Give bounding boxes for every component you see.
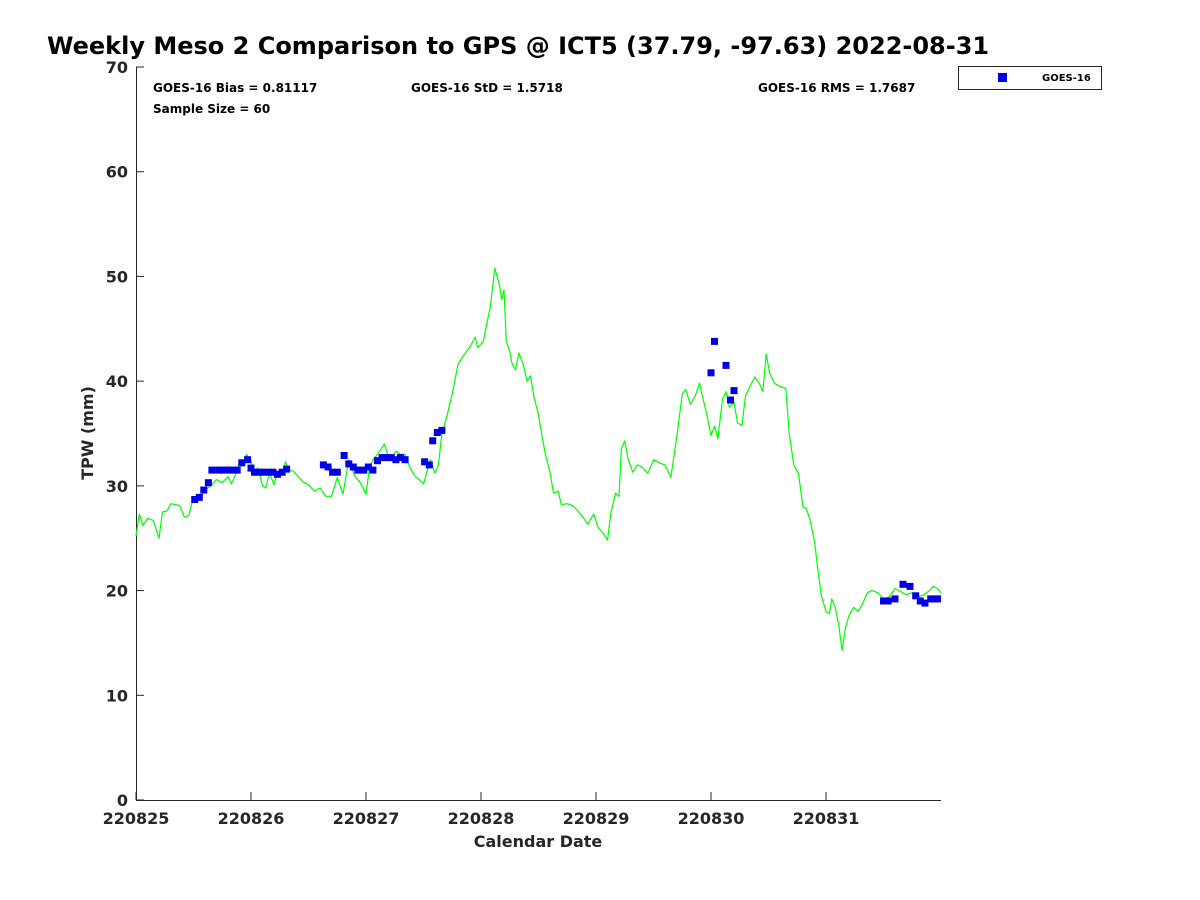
goes16-point bbox=[899, 580, 907, 588]
goes16-point bbox=[401, 456, 409, 464]
goes16-point bbox=[421, 458, 429, 466]
goes16-point bbox=[433, 429, 441, 436]
green-line-series bbox=[135, 267, 942, 651]
goes16-point bbox=[204, 479, 212, 487]
goes16-point bbox=[260, 468, 268, 476]
goes16-point bbox=[906, 582, 914, 590]
goes16-point bbox=[884, 597, 892, 605]
y-tick-label: 70 bbox=[106, 58, 128, 77]
y-tick-label: 40 bbox=[106, 372, 128, 391]
goes16-scatter-series bbox=[191, 337, 941, 607]
x-axis-label: Calendar Date bbox=[474, 832, 603, 851]
x-tick-label: 220831 bbox=[793, 809, 860, 828]
goes16-point bbox=[707, 369, 715, 377]
goes16-point bbox=[387, 454, 395, 462]
legend-box: GOES-16 bbox=[958, 66, 1102, 90]
goes16-point bbox=[191, 496, 199, 503]
bias-stat: GOES-16 Bias = 0.81117 bbox=[153, 81, 317, 95]
y-tick-label: 60 bbox=[106, 163, 128, 182]
gps-tpw-line bbox=[135, 267, 942, 651]
goes16-point bbox=[438, 426, 446, 434]
axis-ticks: 0 10 20 30 40 50 60 70 220825 220826 220827 220828 2… bbox=[103, 58, 860, 828]
goes16-point bbox=[255, 468, 263, 476]
goes16-point bbox=[251, 468, 258, 476]
goes16-point bbox=[364, 463, 372, 471]
y-axis-label: TPW (mm) bbox=[78, 386, 97, 480]
goes16-point bbox=[934, 595, 941, 603]
goes16-point bbox=[208, 466, 216, 474]
goes16-point bbox=[429, 437, 437, 445]
goes16-point bbox=[730, 387, 738, 395]
goes16-point bbox=[340, 452, 348, 459]
x-tick-label: 220827 bbox=[333, 809, 400, 828]
goes16-point bbox=[247, 464, 255, 472]
goes16-point bbox=[711, 337, 718, 345]
goes16-point bbox=[722, 361, 730, 369]
goes16-point bbox=[374, 457, 381, 465]
goes16-point bbox=[269, 468, 277, 476]
x-tick-label: 220826 bbox=[218, 809, 285, 828]
goes16-point bbox=[233, 466, 241, 474]
goes16-point bbox=[278, 468, 286, 476]
goes16-point bbox=[912, 592, 920, 600]
goes16-point bbox=[200, 486, 208, 494]
legend-frame bbox=[958, 66, 1102, 90]
x-tick-label: 220825 bbox=[103, 809, 170, 828]
goes16-point bbox=[264, 468, 272, 476]
y-tick-label: 30 bbox=[106, 477, 128, 496]
goes16-point bbox=[360, 466, 368, 474]
rms-stat: GOES-16 RMS = 1.7687 bbox=[758, 81, 915, 95]
goes16-point bbox=[229, 466, 237, 474]
goes16-point bbox=[916, 597, 924, 605]
goes16-point bbox=[425, 461, 433, 469]
goes16-point bbox=[319, 461, 327, 469]
chart-title: Weekly Meso 2 Comparison to GPS @ ICT5 (… bbox=[47, 32, 989, 60]
x-tick-label: 220830 bbox=[678, 809, 745, 828]
goes16-point bbox=[349, 463, 357, 471]
y-tick-label: 10 bbox=[106, 686, 128, 705]
goes16-point bbox=[329, 468, 337, 476]
goes16-point bbox=[273, 470, 281, 478]
plot-frame bbox=[136, 67, 941, 801]
goes16-point bbox=[219, 466, 227, 474]
goes16-point bbox=[383, 454, 391, 462]
goes16-point bbox=[215, 466, 223, 474]
goes16-point bbox=[727, 396, 734, 404]
std-stat: GOES-16 StD = 1.5718 bbox=[411, 81, 563, 95]
y-tick-label: 50 bbox=[106, 267, 128, 286]
x-tick-label: 220828 bbox=[448, 809, 515, 828]
goes16-point bbox=[369, 466, 377, 474]
y-tick-label: 0 bbox=[117, 791, 128, 810]
goes16-point bbox=[880, 597, 887, 605]
goes16-point bbox=[195, 493, 203, 501]
goes16-point bbox=[345, 460, 353, 468]
goes16-point bbox=[333, 468, 341, 476]
goes16-point bbox=[891, 595, 899, 603]
goes16-point bbox=[224, 466, 232, 474]
legend-label-goes16: GOES-16 bbox=[1042, 73, 1091, 84]
goes16-point bbox=[238, 459, 246, 467]
x-tick-label: 220829 bbox=[563, 809, 630, 828]
goes16-point bbox=[921, 599, 929, 607]
goes16-point bbox=[378, 454, 386, 462]
sample-size-stat: Sample Size = 60 bbox=[153, 102, 270, 116]
goes16-point bbox=[324, 463, 332, 471]
goes16-point bbox=[392, 456, 400, 464]
goes16-point bbox=[354, 466, 362, 474]
goes16-point bbox=[244, 456, 252, 464]
goes16-point bbox=[397, 454, 404, 462]
y-tick-label: 20 bbox=[106, 582, 128, 601]
legend-marker-goes16 bbox=[998, 73, 1007, 82]
goes16-point bbox=[283, 465, 291, 473]
